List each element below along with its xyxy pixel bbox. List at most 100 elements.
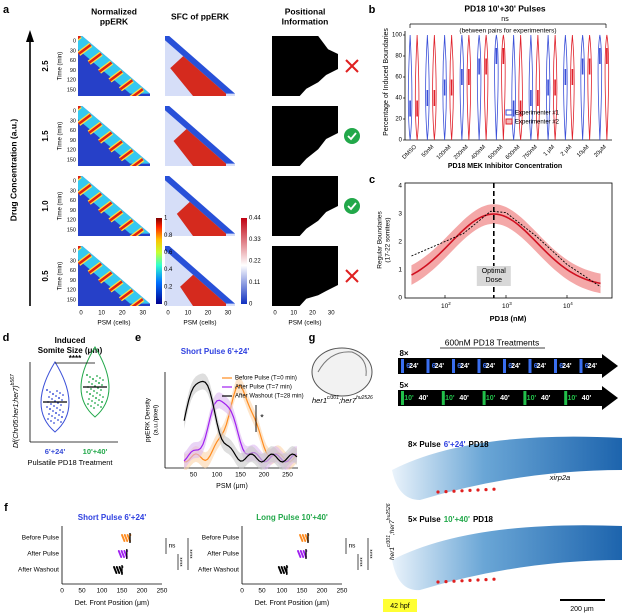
tick-label: 4 bbox=[398, 183, 402, 190]
pulse bbox=[554, 359, 557, 373]
panel-label: a bbox=[3, 4, 10, 16]
axis-title: ppERK Density bbox=[145, 397, 152, 442]
data-dot bbox=[299, 556, 302, 558]
tick-label: 0 bbox=[73, 108, 76, 114]
heat-empty bbox=[82, 106, 150, 164]
violin-box bbox=[537, 90, 539, 106]
data-dot bbox=[89, 376, 91, 378]
violin bbox=[449, 34, 454, 141]
label-part: hu2526 bbox=[386, 503, 392, 520]
tick-label: 0 bbox=[73, 178, 76, 184]
data-dot bbox=[88, 398, 90, 400]
colorbar-label: 0 bbox=[164, 302, 168, 308]
somite-dot bbox=[468, 578, 472, 583]
sfc-band bbox=[165, 106, 235, 164]
tick-label: 150 bbox=[67, 88, 76, 94]
somite-dot bbox=[484, 488, 488, 492]
label-part: PD18 bbox=[473, 515, 494, 524]
heat-stripe bbox=[131, 88, 144, 96]
check-circle bbox=[344, 198, 360, 214]
violin bbox=[587, 34, 592, 141]
data-dot bbox=[49, 408, 51, 410]
axis-title: Det. Front Position (μm) bbox=[75, 600, 149, 607]
data-dot bbox=[115, 572, 118, 574]
chart-title: Induced bbox=[55, 336, 86, 345]
interval-label: 24' bbox=[460, 363, 470, 370]
significance: **** bbox=[371, 549, 377, 559]
error-band bbox=[184, 373, 297, 470]
arrow-head bbox=[26, 30, 34, 42]
tick-label: 200 bbox=[137, 588, 148, 595]
legend-label: Experimenter #2 bbox=[515, 120, 560, 126]
stage-box bbox=[383, 599, 417, 612]
label-part: ;her7 bbox=[339, 396, 357, 405]
heat-stripe bbox=[119, 149, 134, 161]
data-dot bbox=[58, 397, 60, 399]
tick-label: 90 bbox=[70, 138, 76, 144]
heat-empty bbox=[82, 176, 150, 234]
data-dot bbox=[55, 412, 57, 414]
category-label: DMSO bbox=[402, 144, 419, 161]
interval-label: 24' bbox=[435, 363, 445, 370]
tick-label: 20 bbox=[119, 311, 126, 317]
heat-stripe bbox=[78, 253, 92, 265]
label-part: 10 bbox=[441, 303, 449, 310]
tick-label: 250 bbox=[157, 588, 168, 595]
tick-label: 100 bbox=[392, 33, 403, 39]
panel-label: g bbox=[309, 332, 316, 344]
pulse bbox=[477, 359, 481, 373]
category-label: 10'+40' bbox=[83, 447, 108, 456]
label-part: 10'+40' bbox=[444, 515, 470, 524]
violin-box bbox=[547, 79, 549, 96]
note: (between pairs for experimenters) bbox=[459, 28, 556, 35]
error-band bbox=[184, 377, 297, 470]
tick-label: 100 bbox=[97, 588, 108, 595]
heat-stripe bbox=[78, 176, 82, 180]
timeline-bar bbox=[398, 358, 602, 374]
heat-band bbox=[78, 106, 150, 164]
tick-label: 10 bbox=[290, 311, 297, 317]
concentration-label: 2.5 bbox=[41, 60, 50, 72]
data-dot bbox=[46, 389, 48, 391]
label-part: ;her7 bbox=[389, 520, 396, 535]
colorbar-label: 0 bbox=[249, 302, 253, 308]
tick-label: 103 bbox=[502, 301, 512, 310]
heat-stripe bbox=[78, 113, 92, 125]
data-dot bbox=[99, 377, 101, 379]
tick-label: 150 bbox=[117, 588, 128, 595]
data-dot bbox=[92, 378, 94, 380]
tick-label: 90 bbox=[70, 68, 76, 74]
panel-label: c bbox=[369, 174, 375, 186]
heat-stripe bbox=[98, 201, 113, 213]
data-dot bbox=[86, 391, 88, 393]
heat-stripe bbox=[109, 140, 123, 152]
data-dot bbox=[102, 379, 104, 381]
violin bbox=[604, 34, 610, 141]
somite-dot bbox=[444, 490, 448, 494]
tick-label: 90 bbox=[70, 208, 76, 214]
chart-title: Long Pulse 10'+40' bbox=[256, 513, 328, 522]
colorbar-label: 0.6 bbox=[164, 250, 173, 256]
violin bbox=[80, 346, 110, 418]
axis-title: Regular Boundaries bbox=[377, 211, 384, 269]
tick-label: 30 bbox=[70, 258, 76, 264]
tick-label: 200 bbox=[317, 588, 328, 595]
interval-label: 24' bbox=[486, 363, 496, 370]
density-curve bbox=[183, 380, 298, 463]
tick-label: 150 bbox=[297, 588, 308, 595]
data-dot bbox=[53, 422, 55, 424]
heatmap bbox=[78, 36, 150, 96]
sfc-band bbox=[165, 176, 235, 234]
colorbar-label: 0.33 bbox=[249, 237, 261, 243]
annotation: Dose bbox=[486, 277, 502, 284]
data-dot bbox=[304, 540, 307, 542]
column-title: Normalized bbox=[91, 6, 137, 16]
label-part: ci301 bbox=[327, 395, 339, 401]
tick-label: 50 bbox=[190, 472, 198, 479]
tick-label: 0 bbox=[166, 311, 170, 317]
repeat-label: 8× bbox=[399, 349, 408, 358]
confidence-band bbox=[411, 204, 601, 294]
row-label: After Pulse bbox=[207, 551, 239, 558]
significance: **** bbox=[181, 557, 187, 567]
